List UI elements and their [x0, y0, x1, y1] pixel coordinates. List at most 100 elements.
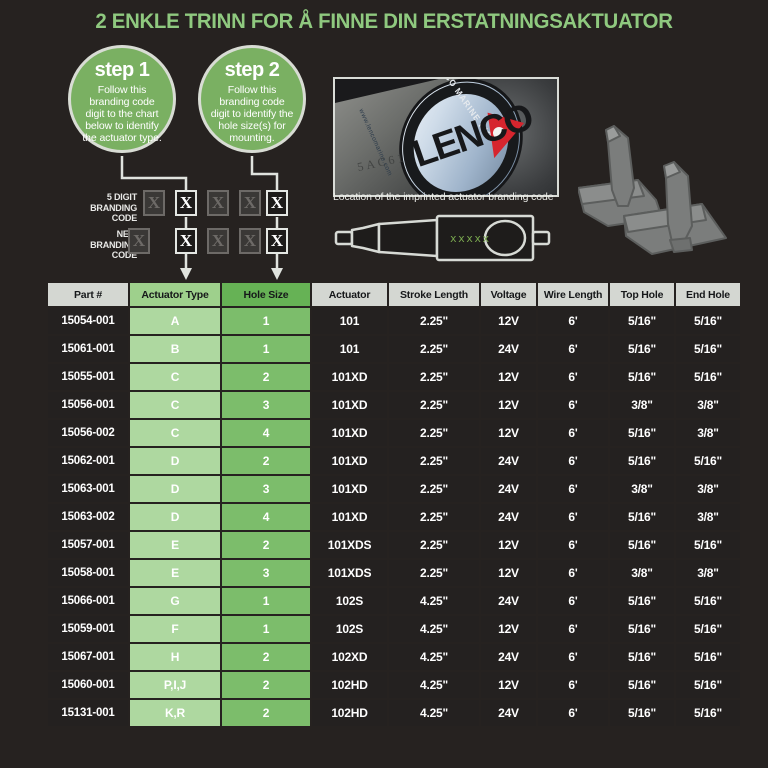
cell-actuator: 101XD: [312, 364, 387, 390]
cell-actuator-type: C: [130, 364, 220, 390]
cell-end-hole: 3/8": [676, 476, 740, 502]
actuator-cross-reference-table: Part # Actuator Type Hole Size Actuator …: [46, 281, 742, 728]
diagram-barrel-taper: [377, 218, 439, 258]
cell-stroke-length: 4.25": [389, 700, 479, 726]
cell-wire-length: 6': [538, 420, 608, 446]
col-header-actuator: Actuator: [312, 283, 387, 306]
cell-voltage: 24V: [481, 448, 536, 474]
cell-end-hole: 5/16": [676, 448, 740, 474]
trim-tab-illustration: [578, 125, 727, 255]
cell-top-hole: 5/16": [610, 588, 674, 614]
cell-hole-size: 1: [222, 588, 310, 614]
cell-voltage: 12V: [481, 560, 536, 586]
photo-caption: Location of the imprinted actuator brand…: [333, 191, 554, 203]
cell-wire-length: 6': [538, 504, 608, 530]
cell-actuator: 101XD: [312, 504, 387, 530]
cell-wire-length: 6': [538, 532, 608, 558]
step-2-heading: step 2: [224, 59, 280, 81]
cell-voltage: 12V: [481, 532, 536, 558]
cell-actuator-type: A: [130, 308, 220, 334]
cell-actuator: 102XD: [312, 644, 387, 670]
cell-hole-size: 3: [222, 392, 310, 418]
cell-part-number: 15060-001: [48, 672, 128, 698]
cell-hole-size: 2: [222, 644, 310, 670]
cell-part-number: 15063-001: [48, 476, 128, 502]
cell-part-number: 15059-001: [48, 616, 128, 642]
table-row: 15066-001 G 1 102S 4.25" 24V 6' 5/16" 5/16": [48, 588, 740, 614]
table-row: 15067-001 H 2 102XD 4.25" 24V 6' 5/16" 5/16": [48, 644, 740, 670]
table-row: 15063-002 D 4 101XD 2.25" 24V 6' 5/16" 3/8": [48, 504, 740, 530]
cell-wire-length: 6': [538, 588, 608, 614]
diagram-housing-end: [531, 230, 551, 246]
table-row: 15056-001 C 3 101XD 2.25" 12V 6' 3/8" 3/8": [48, 392, 740, 418]
cell-stroke-length: 2.25": [389, 392, 479, 418]
cell-voltage: 12V: [481, 392, 536, 418]
cell-part-number: 15066-001: [48, 588, 128, 614]
cell-top-hole: 3/8": [610, 476, 674, 502]
cell-stroke-length: 2.25": [389, 532, 479, 558]
cell-actuator-type: C: [130, 420, 220, 446]
cell-part-number: 15067-001: [48, 644, 128, 670]
cell-actuator: 102S: [312, 588, 387, 614]
trim-tab-actuator-rear-cap: [605, 125, 621, 143]
cell-end-hole: 5/16": [676, 336, 740, 362]
step-2-circle: step 2 Follow this branding code digit t…: [198, 45, 306, 153]
code-digit-box-r1c2: X: [175, 190, 197, 216]
cell-part-number: 15058-001: [48, 560, 128, 586]
cell-wire-length: 6': [538, 448, 608, 474]
diagram-branding-code: xxxxx: [450, 232, 491, 245]
step-1-circle: step 1 Follow this branding code digit t…: [68, 45, 176, 153]
cell-actuator: 102S: [312, 616, 387, 642]
cell-hole-size: 1: [222, 336, 310, 362]
cell-stroke-length: 2.25": [389, 560, 479, 586]
cell-actuator: 101: [312, 336, 387, 362]
cell-top-hole: 5/16": [610, 308, 674, 334]
diagram-rod-end: [334, 230, 354, 246]
cell-wire-length: 6': [538, 672, 608, 698]
cell-stroke-length: 4.25": [389, 644, 479, 670]
cell-wire-length: 6': [538, 308, 608, 334]
cell-actuator: 101: [312, 308, 387, 334]
cell-part-number: 15131-001: [48, 700, 128, 726]
cell-part-number: 15062-001: [48, 448, 128, 474]
diagram-cap-oval: [483, 219, 527, 257]
table-row: 15057-001 E 2 101XDS 2.25" 12V 6' 5/16" 5/16": [48, 532, 740, 558]
table-row: 15056-002 C 4 101XD 2.25" 12V 6' 5/16" 3/8": [48, 420, 740, 446]
cell-actuator: 101XD: [312, 420, 387, 446]
step-1-heading: step 1: [94, 59, 150, 81]
cell-actuator-type: B: [130, 336, 220, 362]
cell-hole-size: 2: [222, 700, 310, 726]
col-header-top-hole: Top Hole: [610, 283, 674, 306]
cell-voltage: 12V: [481, 616, 536, 642]
actuator-diagram: xxxxx: [334, 214, 551, 262]
cell-end-hole: 5/16": [676, 700, 740, 726]
cell-actuator: 101XD: [312, 448, 387, 474]
cell-top-hole: 5/16": [610, 336, 674, 362]
cell-part-number: 15056-001: [48, 392, 128, 418]
table-row: 15058-001 E 3 101XDS 2.25" 12V 6' 3/8" 3/8": [48, 560, 740, 586]
diagram-rod-taper: [350, 222, 381, 254]
col-header-end-hole: End Hole: [676, 283, 740, 306]
cell-actuator-type: D: [130, 504, 220, 530]
cell-part-number: 15056-002: [48, 420, 128, 446]
code-digit-box-r2c2: X: [175, 228, 197, 254]
cell-part-number: 15055-001: [48, 364, 128, 390]
cell-stroke-length: 4.25": [389, 588, 479, 614]
cell-wire-length: 6': [538, 560, 608, 586]
step-2-body: Follow this branding code digit to ident…: [210, 84, 294, 144]
cell-actuator-type: P,I,J: [130, 672, 220, 698]
col-header-wire-length: Wire Length: [538, 283, 608, 306]
cell-hole-size: 2: [222, 364, 310, 390]
cell-top-hole: 5/16": [610, 616, 674, 642]
col-header-voltage: Voltage: [481, 283, 536, 306]
cell-voltage: 24V: [481, 700, 536, 726]
code-digit-box-r1c1: X: [143, 190, 165, 216]
cell-voltage: 24V: [481, 644, 536, 670]
col-header-stroke-length: Stroke Length: [389, 283, 479, 306]
table-row: 15131-001 K,R 2 102HD 4.25" 24V 6' 5/16" 5/16": [48, 700, 740, 726]
code-digit-box-r1c3: X: [207, 190, 229, 216]
cell-end-hole: 5/16": [676, 364, 740, 390]
actuator-label-photo: LENCO MARINE INC LENCO www.lencomarine.c…: [333, 77, 559, 197]
page-title: 2 ENKLE TRINN FOR Å FINNE DIN ERSTATNING…: [95, 10, 673, 33]
cell-actuator-type: D: [130, 476, 220, 502]
